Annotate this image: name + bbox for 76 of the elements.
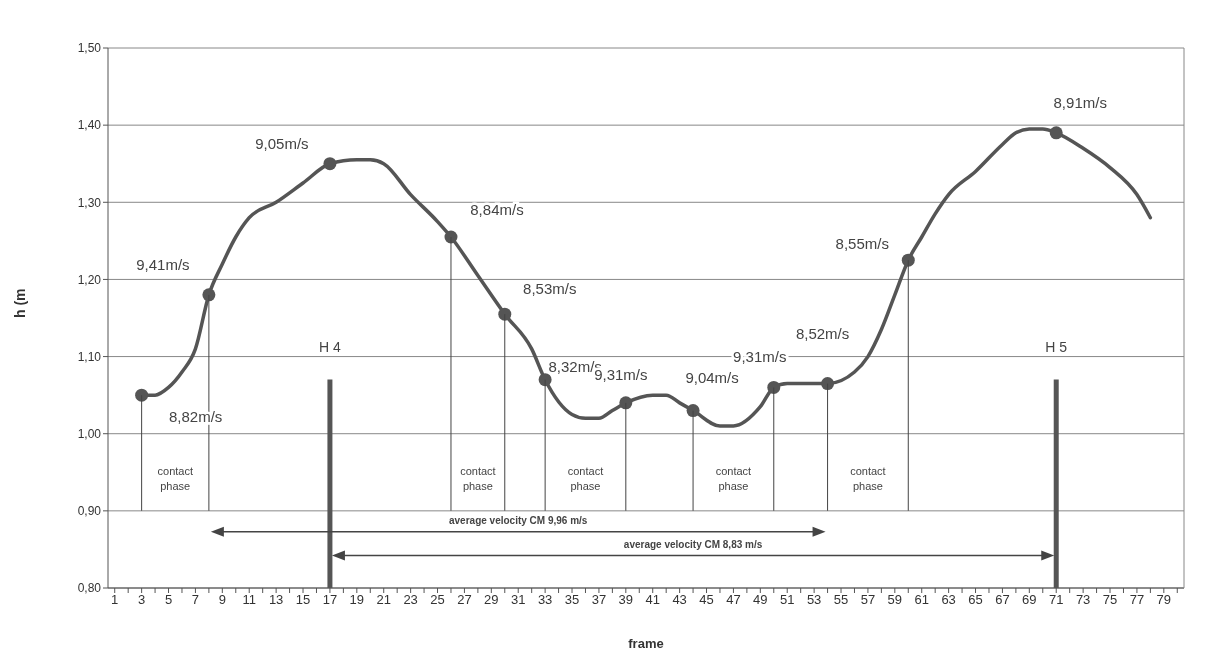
x-tick-label: 7 <box>191 592 200 608</box>
x-tick-label: 27 <box>457 592 472 608</box>
x-tick-label: 33 <box>537 592 553 608</box>
x-tick-label: 25 <box>430 592 445 608</box>
annotation: 9,05m/s <box>255 134 309 152</box>
y-axis-title: h (m <box>11 288 28 318</box>
x-tick-label: 79 <box>1156 592 1172 608</box>
annotation: contact phase <box>460 464 496 492</box>
annotation: 8,91m/s <box>1053 93 1107 111</box>
annotation: contact phase <box>567 464 604 492</box>
x-tick-label: 43 <box>672 592 687 608</box>
x-tick-label: 45 <box>699 592 714 608</box>
annotation: 9,04m/s <box>685 368 739 386</box>
annotation: 8,52m/s <box>795 324 850 342</box>
annotation: 8,84m/s <box>470 200 524 218</box>
annotation: 8,55m/s <box>835 235 889 253</box>
ref-line-label: H 5 <box>1045 338 1068 355</box>
ref-line-label: H 4 <box>319 338 342 355</box>
annotation: average velocity CM 9,96 m/s <box>449 514 588 526</box>
y-tick-label: 0,90 <box>77 504 102 519</box>
x-tick-label: 9 <box>218 592 226 608</box>
x-tick-label: 55 <box>833 592 849 608</box>
point <box>1049 126 1063 140</box>
point <box>686 404 700 418</box>
x-tick-label: 67 <box>995 592 1010 608</box>
y-tick-label: 1,50 <box>77 41 102 56</box>
x-tick-label: 73 <box>1075 592 1091 608</box>
point <box>767 380 781 394</box>
x-tick-label: 11 <box>242 592 256 608</box>
x-tick-label: 47 <box>726 592 741 608</box>
point <box>135 388 149 402</box>
annotation: contact phase <box>157 464 193 492</box>
annotation: contact phase <box>715 464 752 492</box>
y-tick-label: 1,20 <box>77 272 102 287</box>
point <box>901 253 915 267</box>
y-tick-label: 0,80 <box>77 581 102 596</box>
x-tick-label: 63 <box>941 592 956 608</box>
x-tick-label: 19 <box>349 592 365 608</box>
x-tick-label: 69 <box>1022 592 1037 608</box>
x-tick-label: 37 <box>591 592 607 608</box>
x-tick-label: 3 <box>138 592 146 608</box>
x-tick-label: 71 <box>1048 592 1064 608</box>
y-tick-label: 1,40 <box>77 118 102 133</box>
x-tick-label: 49 <box>753 592 768 608</box>
x-tick-label: 61 <box>914 592 929 608</box>
point <box>323 157 337 171</box>
x-tick-label: 39 <box>618 592 634 608</box>
x-tick-label: 53 <box>806 592 822 608</box>
x-tick-label: 65 <box>968 592 983 608</box>
x-axis-title: frame <box>628 636 664 651</box>
point <box>498 307 512 321</box>
x-tick-label: 23 <box>403 592 418 608</box>
x-tick-label: 41 <box>645 592 660 608</box>
x-tick-label: 51 <box>779 592 795 608</box>
x-tick-label: 29 <box>484 592 499 608</box>
x-tick-label: 17 <box>322 592 338 608</box>
y-tick-label: 1,10 <box>77 349 102 364</box>
point <box>821 377 835 391</box>
x-tick-label: 21 <box>376 592 391 608</box>
annotation: contact phase <box>850 464 886 492</box>
y-tick-label: 1,00 <box>77 426 102 441</box>
x-tick-label: 31 <box>510 592 526 608</box>
annotation: average velocity CM 8,83 m/s <box>623 538 763 550</box>
x-tick-label: 77 <box>1129 592 1145 608</box>
x-tick-label: 5 <box>164 592 173 608</box>
x-tick-label: 59 <box>887 592 903 608</box>
annotation: 9,41m/s <box>136 255 190 273</box>
x-tick-label: 1 <box>111 592 119 608</box>
x-tick-label: 75 <box>1102 592 1118 608</box>
x-tick-label: 13 <box>268 592 284 608</box>
point <box>619 396 633 410</box>
y-tick-label: 1,30 <box>77 195 102 210</box>
x-tick-label: 35 <box>564 592 580 608</box>
annotation: 8,53m/s <box>523 280 577 298</box>
x-tick-label: 15 <box>295 592 311 608</box>
x-tick-label: 57 <box>860 592 876 608</box>
